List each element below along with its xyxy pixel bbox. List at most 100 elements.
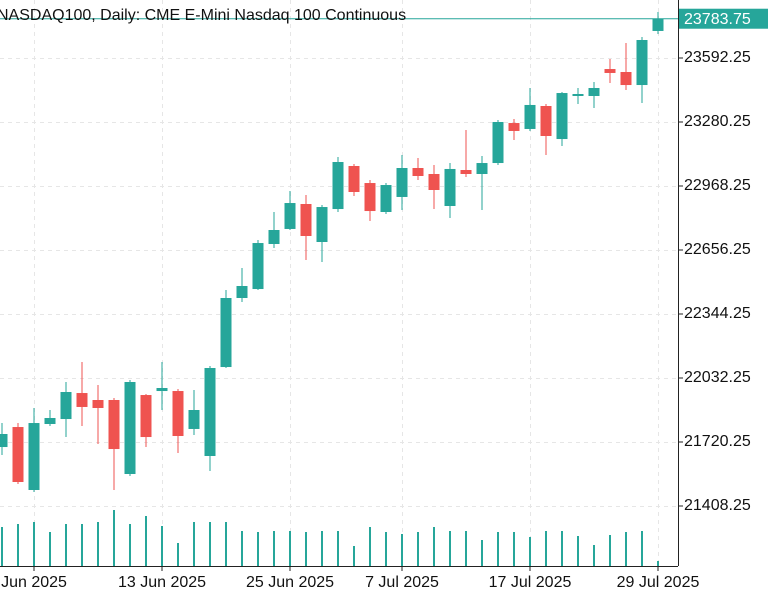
candle-body [44,418,56,424]
last-price-box [679,8,768,29]
candle-body [236,286,248,298]
candle-body [60,392,72,420]
candle-body [508,123,520,131]
candle-body [620,72,632,86]
volume-bar [385,532,387,566]
volume-bar [209,522,211,566]
y-tick-label: 21720.25 [684,433,751,450]
volume-bar [369,527,371,566]
candle-body [524,104,536,129]
volume-bar [657,561,659,566]
candle-body [92,400,104,408]
candle-body [652,18,664,31]
candle-body [204,368,216,456]
y-tick-label: 23280.25 [684,113,751,130]
candle-body [188,410,200,429]
candle-body [492,122,504,164]
y-tick-label: 23592.25 [684,49,751,66]
x-tick-label: 29 Jul 2025 [617,574,700,591]
y-tick-label: 22968.25 [684,177,751,194]
candle-body [156,388,168,392]
volume-bar [305,532,307,566]
volume-bar [417,532,419,566]
volume-bar [561,531,563,566]
x-tick-label: 25 Jun 2025 [246,574,334,591]
candle-body [428,174,440,190]
volume-bar [145,516,147,566]
volume-bar [401,534,403,566]
volume-bar [609,535,611,566]
volume-bar [353,546,355,566]
last-price-label: 23783.75 [684,11,751,28]
volume-bar [33,522,35,566]
volume-bar [625,532,627,566]
candle-body [140,395,152,438]
volume-bar [593,545,595,566]
candle-body [588,88,600,96]
candle-body [172,391,184,436]
volume-bar [161,526,163,566]
candle-body [332,162,344,210]
x-tick-label: 7 Jul 2025 [365,574,439,591]
volume-bar [1,527,3,566]
x-tick-label: 17 Jul 2025 [489,574,572,591]
candle-body [364,183,376,212]
candle-body [556,93,568,140]
candle-body [124,382,136,474]
candle-body [572,94,584,96]
candle-body [0,434,8,448]
volume-bar [577,536,579,566]
volume-bar [97,522,99,566]
volume-bar [129,524,131,566]
volume-bar [225,522,227,566]
volume-bar [641,531,643,566]
volume-bar [193,522,195,566]
y-tick-label: 22656.25 [684,241,751,258]
volume-bar [273,531,275,566]
volume-bar [433,527,435,566]
candle-body [300,204,312,236]
volume-bar [81,524,83,566]
candle-body [476,163,488,174]
candle-body [540,106,552,136]
candle-body [28,423,40,490]
volume-bar [321,531,323,566]
x-tick-label: 13 Jun 2025 [118,574,206,591]
chart-title: NASDAQ100, Daily: CME E-Mini Nasdaq 100 … [0,7,406,24]
candle-body [348,166,360,192]
y-tick-label: 22032.25 [684,369,751,386]
volume-bar [241,531,243,566]
volume-bar [497,532,499,566]
candle-body [12,427,24,482]
volume-bar [113,510,115,566]
candle-body [380,185,392,212]
volume-bar [465,531,467,566]
volume-bar [177,543,179,566]
volume-bar [529,537,531,566]
candle-body [604,69,616,73]
volume-bar [289,531,291,566]
volume-bar [481,540,483,566]
volume-bar [337,531,339,566]
candle-body [108,400,120,450]
volume-bar [257,532,259,566]
candle-body [252,243,264,290]
candle-body [284,203,296,229]
volume-bar [545,531,547,566]
candle-body [396,168,408,197]
volume-bar [65,524,67,566]
candle-body [316,207,328,242]
volume-bar [17,524,19,566]
candle-body [444,168,456,206]
y-tick-label: 22344.25 [684,305,751,322]
candle-body [268,230,280,244]
x-tick-label: Jun 2025 [1,574,67,591]
candle-body [636,40,648,86]
y-tick-label: 21408.25 [684,497,751,514]
candle-body [76,393,88,407]
volume-bar [449,531,451,566]
candle-body [460,170,472,174]
candle-body [220,298,232,368]
